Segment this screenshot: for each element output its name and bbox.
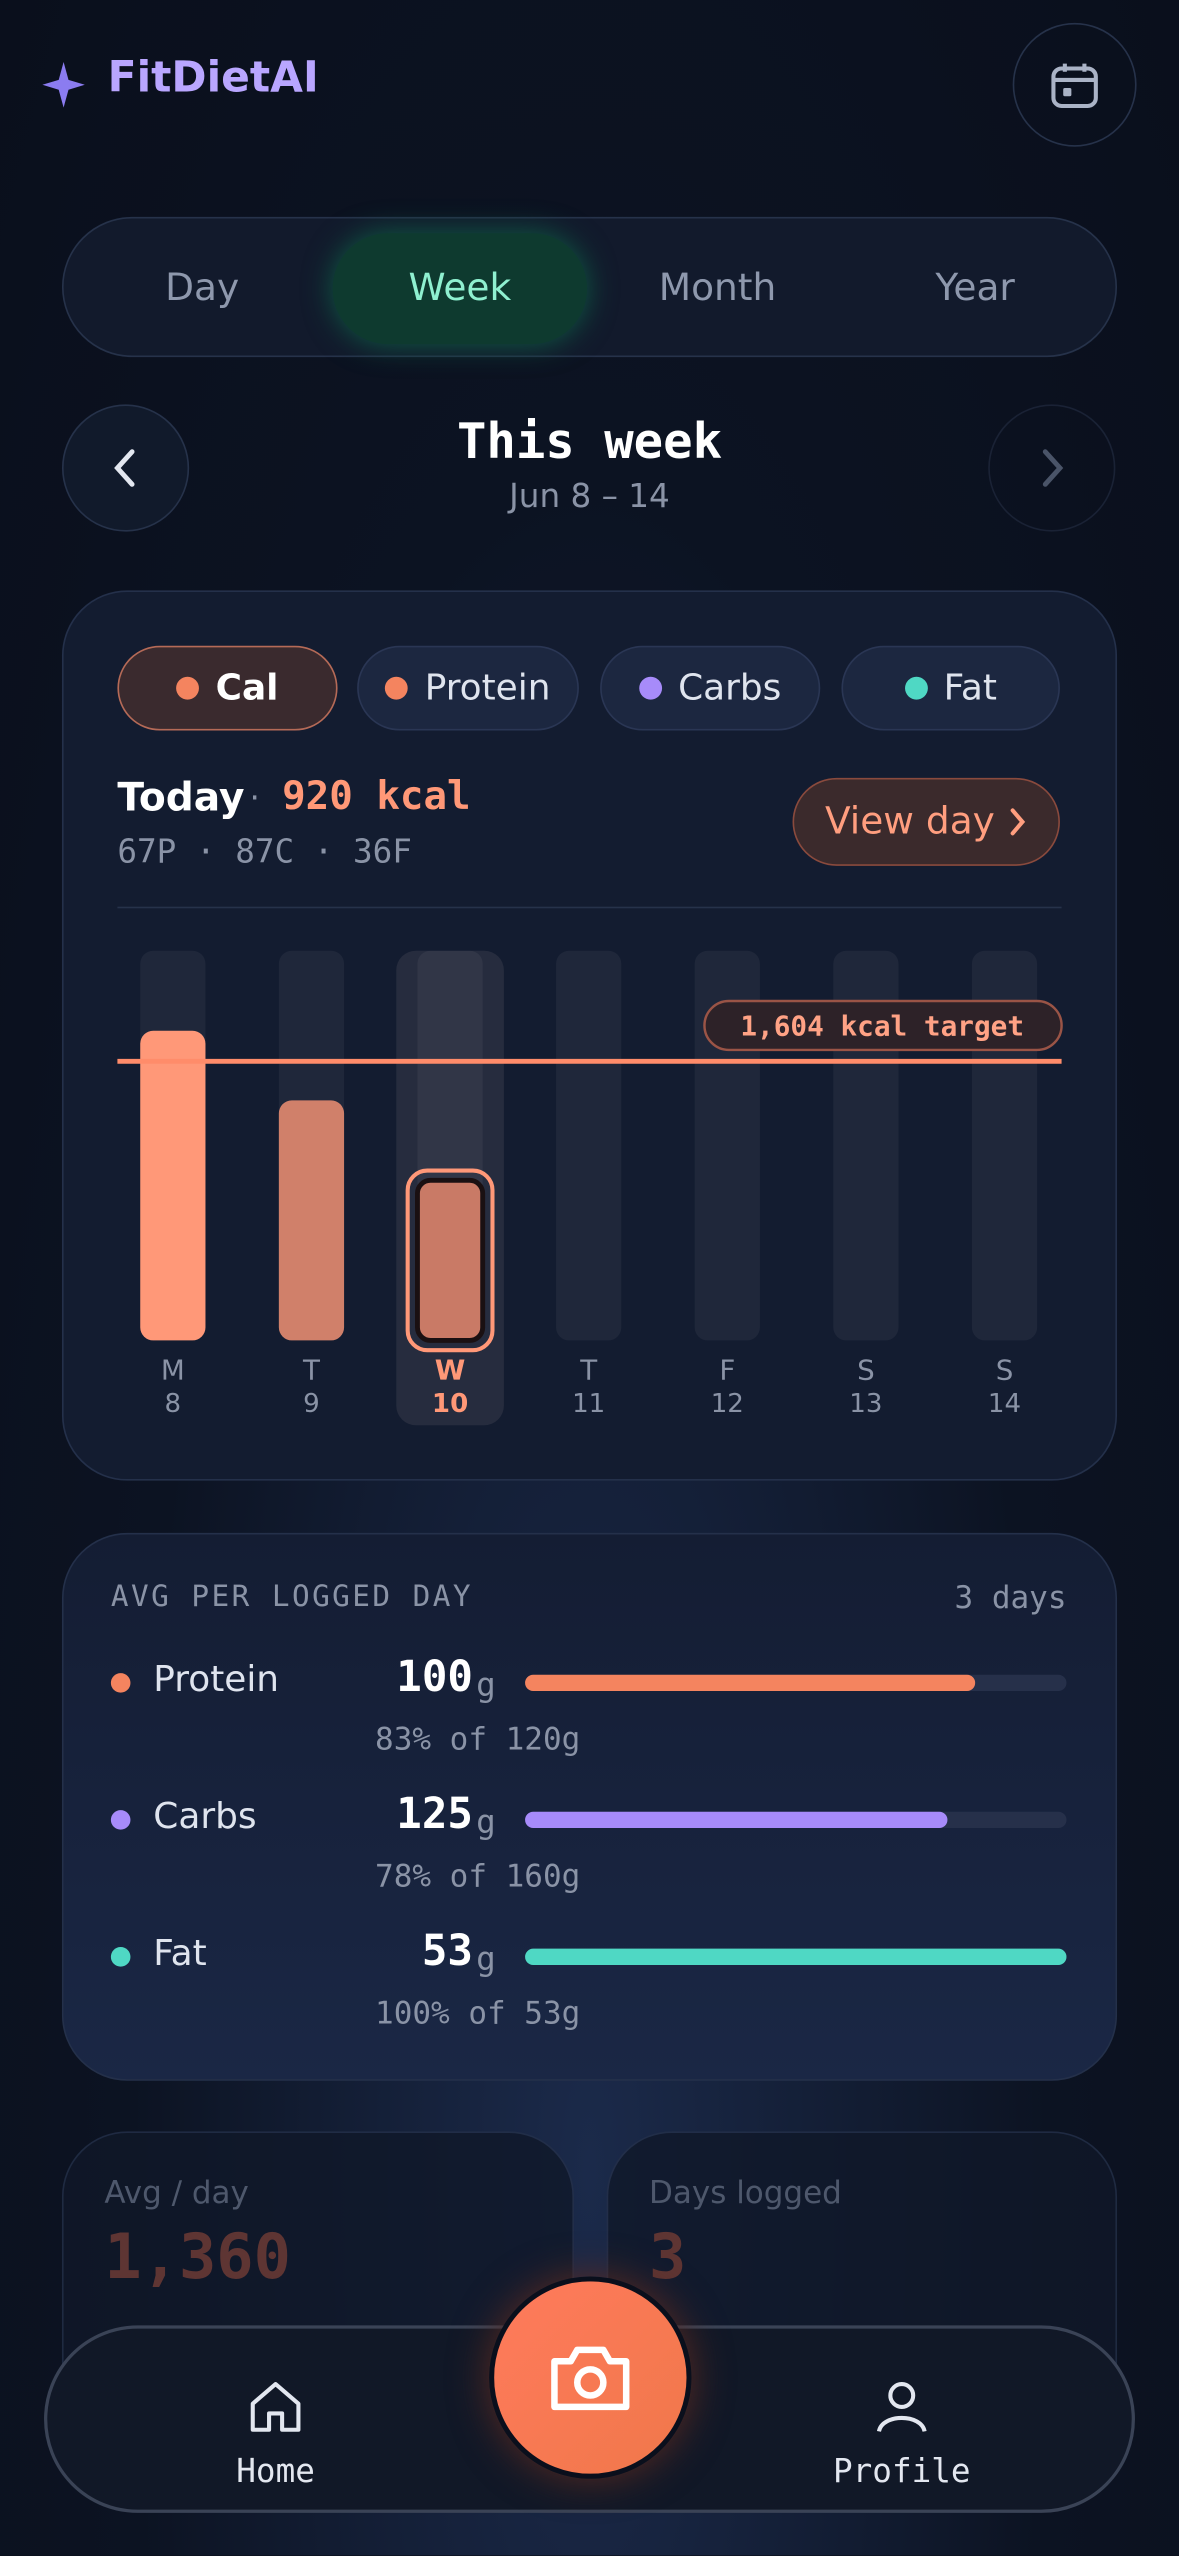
brand: FitDietAI [107, 53, 319, 103]
macro-name: Protein [153, 1660, 280, 1701]
macro-name: Carbs [153, 1797, 257, 1838]
macro-bar [525, 1948, 1067, 1965]
legend-dot [904, 676, 928, 700]
period-range: Jun 8 – 14 [509, 476, 670, 516]
legend-label: Protein [424, 667, 551, 709]
legend-chip[interactable]: Fat [841, 645, 1060, 731]
macro-value: 125 [396, 1790, 473, 1840]
camera-button[interactable] [489, 2276, 692, 2479]
legend-chip[interactable]: Protein [357, 645, 579, 731]
bar-outline [405, 1168, 495, 1353]
x-tick-sublabel: 11 [572, 1389, 605, 1419]
x-tick-sublabel: 12 [711, 1389, 744, 1419]
stat-label: Days logged [649, 2175, 842, 2212]
macro-dot [110, 1947, 131, 1967]
x-tick-label: M [161, 1354, 185, 1387]
chevron [1010, 808, 1026, 836]
legend-dot [385, 676, 409, 700]
legend-dot [638, 676, 662, 700]
x-tick-label: T [579, 1354, 598, 1387]
profile-icon[interactable] [872, 2378, 931, 2437]
averages-days: 3 days [954, 1580, 1067, 1617]
divider [117, 906, 1062, 909]
macro-unit: g [476, 1801, 496, 1842]
x-tick-sublabel: 13 [849, 1389, 882, 1419]
next-button[interactable] [988, 404, 1116, 532]
x-tick-label: S [857, 1354, 875, 1387]
legend-label: Carbs [678, 667, 782, 709]
stat-value: 3 [649, 2221, 687, 2293]
today-macros: 67P · 87C · 36F [117, 831, 412, 871]
x-tick-sublabel: 14 [988, 1389, 1021, 1419]
separator: · [249, 777, 260, 817]
target-badge [703, 999, 1063, 1052]
nav-label[interactable]: Profile [833, 2450, 971, 2491]
tab[interactable]: Week [332, 233, 588, 345]
macro-name: Fat [153, 1934, 207, 1975]
today-kcal: 920 kcal [282, 772, 471, 819]
tab[interactable]: Year [935, 267, 1015, 310]
bar [278, 1100, 345, 1341]
x-tick-label: F [719, 1354, 735, 1387]
macro-value: 53 [421, 1927, 473, 1977]
today-label: Today [117, 774, 245, 821]
macro-dot [110, 1810, 131, 1830]
range-tabs [61, 216, 1118, 358]
chevron-right [1042, 449, 1064, 487]
chevron-left [114, 449, 135, 487]
legend-chip[interactable]: Cal [117, 645, 338, 731]
x-tick-sublabel: 9 [303, 1389, 320, 1419]
calendar-button[interactable] [1012, 22, 1137, 147]
legend-dot [176, 676, 200, 700]
x-tick-sublabel: 10 [432, 1389, 468, 1419]
prev-button[interactable] [61, 404, 190, 532]
macro-unit: g [476, 1664, 496, 1705]
macro-detail: 100% of 53g [375, 1995, 581, 2032]
macro-unit: g [476, 1938, 496, 1979]
view-day-button[interactable]: View day [792, 777, 1060, 866]
macro-bar [525, 1674, 975, 1692]
bar [415, 1177, 486, 1343]
camera-icon [551, 2346, 630, 2411]
x-tick-label: S [996, 1354, 1014, 1387]
averages-card [61, 1532, 1118, 2081]
macro-dot [110, 1673, 131, 1693]
averages-title: AVG PER LOGGED DAY [110, 1580, 474, 1615]
target-label: 1,604 kcal target [740, 1009, 1024, 1042]
bar-track [556, 950, 622, 1341]
macro-value: 100 [396, 1653, 473, 1703]
tab[interactable]: Day [165, 267, 240, 310]
sparkle-icon [42, 61, 85, 108]
nav-label[interactable]: Home [236, 2450, 315, 2491]
legend-chip[interactable]: Carbs [600, 645, 821, 731]
x-tick-sublabel: 8 [165, 1389, 182, 1419]
x-tick-label: T [302, 1354, 321, 1387]
x-tick-label: W [435, 1354, 466, 1387]
legend-label: Cal [215, 667, 279, 709]
period-title: This week [456, 414, 723, 472]
legend-label: Fat [943, 667, 997, 709]
bar [140, 1030, 206, 1341]
button-label: View day [824, 800, 995, 844]
tab[interactable]: Month [658, 267, 777, 310]
home-icon[interactable] [246, 2378, 305, 2437]
macro-bar [525, 1811, 948, 1829]
macro-detail: 83% of 120g [375, 1722, 581, 1758]
macro-detail: 78% of 160g [375, 1858, 581, 1895]
calendar-icon [1051, 63, 1098, 109]
stat-value: 1,360 [104, 2221, 291, 2293]
stat-label: Avg / day [104, 2175, 249, 2212]
